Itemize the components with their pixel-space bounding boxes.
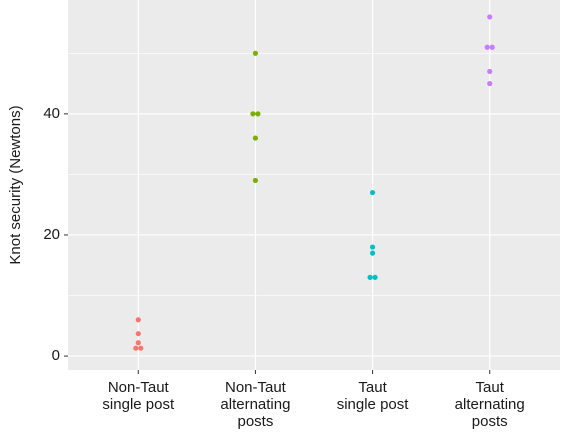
point [369,250,376,256]
point [369,189,376,196]
point [367,274,373,280]
y-tick-label: 20 [43,226,60,243]
point [135,340,141,346]
panel [68,0,560,370]
point [372,274,378,280]
point [138,345,144,351]
x-tick-label: posts [472,413,508,430]
point [489,44,495,50]
point [252,135,259,141]
point [135,331,141,337]
x-tick-label: posts [237,413,273,430]
point [252,177,259,184]
x-tick-label: Taut [476,379,505,396]
point [484,44,490,50]
y-tick-label: 0 [52,347,60,364]
point [487,80,493,87]
point [133,345,139,351]
point [255,111,261,117]
y-axis-label: Knot security (Newtons) [7,105,24,264]
x-tick-label: single post [102,396,175,413]
x-tick-label: single post [337,396,410,413]
point [250,111,256,117]
x-tick-label: Non-Taut [108,379,170,396]
point [369,244,376,250]
point [252,50,259,56]
x-tick-label: alternating [220,396,290,413]
x-tick-label: alternating [455,396,525,413]
point [487,14,493,20]
point [135,317,141,323]
y-tick-label: 40 [43,105,60,122]
x-tick-label: Taut [358,379,387,396]
x-tick-label: Non-Taut [225,379,287,396]
point [487,68,493,75]
